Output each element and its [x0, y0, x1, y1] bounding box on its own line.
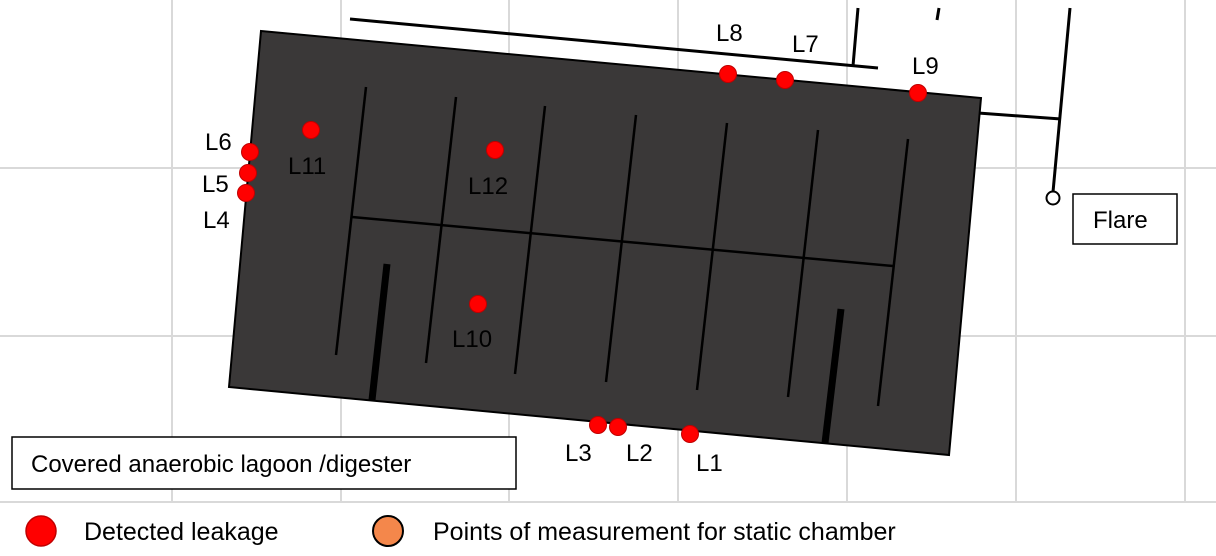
- leak-label-L11: L11: [288, 153, 326, 180]
- leak-label-L8: L8: [716, 20, 743, 47]
- leak-markers: [237, 65, 927, 443]
- leak-marker-L1: [681, 425, 699, 443]
- leak-marker-L2: [609, 418, 627, 436]
- leak-label-L9: L9: [912, 53, 939, 80]
- leak-marker-L12: [486, 141, 504, 159]
- legend-static-chamber-swatch: [372, 515, 404, 547]
- leak-marker-L6: [241, 143, 259, 161]
- leak-marker-L7: [776, 71, 794, 89]
- leak-marker-L11: [302, 121, 320, 139]
- lagoon-label-text: Covered anaerobic lagoon /digester: [31, 451, 411, 478]
- leak-marker-L5: [239, 164, 257, 182]
- leak-label-L2: L2: [626, 440, 653, 467]
- lagoon-cover: [227, 29, 983, 457]
- pipework: [349, 7, 1072, 193]
- leak-marker-L8: [719, 65, 737, 83]
- legend-static-chamber-label: Points of measurement for static chamber: [433, 518, 896, 546]
- leak-label-L10: L10: [452, 326, 492, 353]
- leak-label-L7: L7: [792, 31, 819, 58]
- leak-label-L4: L4: [203, 207, 230, 234]
- legend-leak-swatch: [25, 515, 57, 547]
- leak-label-L1: L1: [696, 450, 723, 477]
- legend: Detected leakage Points of measurement f…: [25, 515, 896, 547]
- leak-label-L3: L3: [565, 440, 592, 467]
- legend-leak-label: Detected leakage: [84, 518, 279, 546]
- flare-label-text: Flare: [1093, 207, 1148, 234]
- lagoon-label-box: Covered anaerobic lagoon /digester: [11, 436, 517, 490]
- leak-label-L6: L6: [205, 129, 232, 156]
- flare-label-box: Flare: [1072, 193, 1178, 245]
- cover-seams: [334, 86, 910, 407]
- ballast-pipes: [368, 263, 845, 444]
- leak-marker-L3: [589, 416, 607, 434]
- leak-marker-L9: [909, 84, 927, 102]
- flare-connection-point: [1045, 190, 1061, 206]
- leak-marker-L10: [469, 295, 487, 313]
- leak-marker-L4: [237, 184, 255, 202]
- leak-label-L5: L5: [202, 171, 229, 198]
- leak-label-L12: L12: [468, 173, 508, 200]
